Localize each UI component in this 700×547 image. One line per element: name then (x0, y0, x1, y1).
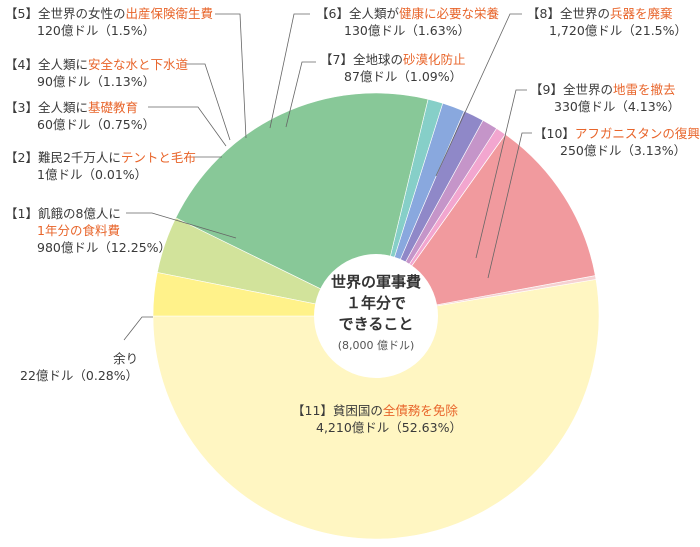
label-7: 【7】全地球の砂漠化防止 87億ドル（1.09%） (320, 51, 465, 85)
label-5-number: 【5】 (5, 6, 38, 21)
label-2: 【2】難民2千万人にテントと毛布 1億ドル（0.01%） (5, 149, 196, 183)
label-4-highlight: 安全な水と下水道 (87, 57, 188, 72)
leader-line-8 (435, 13, 522, 177)
label-9-highlight: 地雷を撤去 (612, 82, 676, 97)
label-5-highlight: 出産保険衛生費 (125, 6, 213, 21)
label-3-highlight: 基礎教育 (87, 100, 138, 115)
label-11-amount: 4,210億ドル（52.63%） (316, 420, 462, 435)
label-4: 【4】全人類に安全な水と下水道 90億ドル（1.13%） (5, 56, 188, 90)
label-10-amount: 250億ドル（3.13%） (560, 143, 687, 158)
label-5: 【5】全世界の女性の出産保険衛生費 120億ドル（1.5%） (5, 5, 213, 39)
label-11-text: 貧困国の (332, 403, 383, 418)
center-title-line2: １年分で (345, 294, 406, 312)
label-6: 【6】全人類が健康に必要な栄養 130億ドル（1.63%） (316, 5, 499, 39)
label-1-highlight: 1年分の食料費 (37, 223, 120, 238)
label-3: 【3】全人類に基礎教育 60億ドル（0.75%） (5, 99, 155, 133)
center-title-line3: できること (338, 315, 414, 333)
label-rest: 余り 22億ドル（0.28%） (20, 350, 138, 384)
label-rest-text: 余り (113, 351, 139, 366)
label-5-text: 全世界の女性の (37, 6, 126, 21)
leader-line-9 (475, 89, 527, 259)
pie-slice-2 (375, 133, 596, 317)
label-2-amount: 1億ドル（0.01%） (37, 167, 148, 182)
label-9-amount: 330億ドル（4.13%） (554, 99, 681, 114)
center-title: 世界の軍事費 １年分で できること (8,000 億ドル) (316, 272, 436, 353)
label-8-amount: 1,720億ドル（21.5%） (549, 23, 687, 38)
leader-line-4 (186, 63, 231, 141)
label-3-number: 【3】 (5, 100, 38, 115)
label-6-text: 全人類が (348, 6, 399, 21)
label-9-text: 全世界の (562, 82, 613, 97)
label-8-highlight: 兵器を廃棄 (609, 6, 673, 21)
label-8-number: 【8】 (527, 6, 560, 21)
leader-line-3 (148, 106, 227, 147)
label-7-amount: 87億ドル（1.09%） (344, 69, 463, 84)
label-1-text: 飢餓の8億人に (37, 206, 121, 221)
pie-slice-0 (152, 279, 600, 540)
label-rest-amount: 22億ドル（0.28%） (20, 368, 139, 383)
leader-line-1 (126, 212, 237, 239)
label-8-text: 全世界の (559, 6, 610, 21)
label-6-number: 【6】 (316, 6, 349, 21)
label-9-number: 【9】 (530, 82, 563, 97)
label-4-text: 全人類に (37, 57, 88, 72)
label-2-number: 【2】 (5, 150, 38, 165)
label-1-number: 【1】 (5, 206, 38, 221)
label-10: 【10】アフガニスタンの復興 250億ドル（3.13%） (534, 125, 700, 159)
label-7-highlight: 砂漠化防止 (402, 52, 466, 67)
label-7-text: 全地球の (352, 52, 403, 67)
label-1: 【1】飢餓の8億人に 1年分の食料費 980億ドル（12.25%） (5, 205, 171, 256)
leader-line-7 (285, 61, 316, 128)
center-circle (314, 254, 438, 378)
label-10-number: 【10】 (534, 126, 575, 141)
label-6-highlight: 健康に必要な栄養 (398, 6, 499, 21)
label-7-number: 【7】 (320, 52, 353, 67)
label-11: 【11】貧困国の全債務を免除 4,210億ドル（52.63%） (292, 402, 462, 436)
label-8: 【8】全世界の兵器を廃棄 1,720億ドル（21.5%） (527, 5, 687, 39)
label-2-highlight: テントと毛布 (120, 150, 196, 165)
label-5-amount: 120億ドル（1.5%） (37, 23, 156, 38)
label-1-amount: 980億ドル（12.25%） (37, 240, 172, 255)
label-3-amount: 60億ドル（0.75%） (37, 117, 156, 132)
label-11-number: 【11】 (292, 403, 333, 418)
center-total: (8,000 億ドル) (337, 339, 415, 352)
label-4-number: 【4】 (5, 57, 38, 72)
label-3-text: 全人類に (37, 100, 88, 115)
label-11-highlight: 全債務を免除 (382, 403, 458, 418)
leader-line-5 (215, 13, 247, 139)
center-title-line1: 世界の軍事費 (330, 273, 421, 291)
leader-line-6 (269, 13, 310, 129)
leader-line-10 (487, 132, 532, 279)
label-9: 【9】全世界の地雷を撤去 330億ドル（4.13%） (530, 81, 680, 115)
label-10-highlight: アフガニスタンの復興 (574, 126, 700, 141)
label-4-amount: 90億ドル（1.13%） (37, 74, 156, 89)
label-6-amount: 130億ドル（1.63%） (344, 23, 471, 38)
label-2-text: 難民2千万人に (37, 150, 121, 165)
leader-line-rest (123, 316, 153, 341)
